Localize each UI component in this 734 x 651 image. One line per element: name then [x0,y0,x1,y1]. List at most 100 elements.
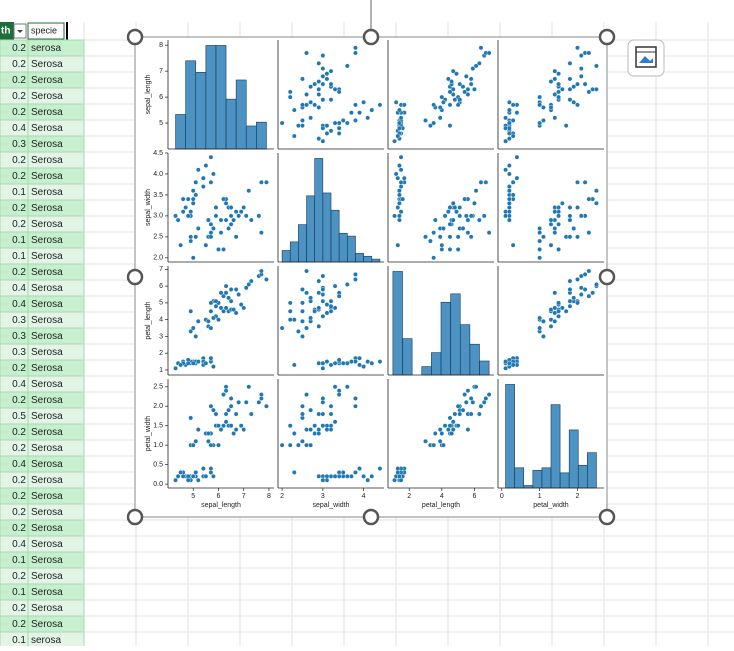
point [503,115,508,121]
point [398,184,404,189]
point [300,102,305,108]
point [441,226,446,231]
point [506,120,512,126]
point [365,477,371,483]
point [216,442,221,448]
point [361,473,367,479]
point [377,466,383,471]
point [287,423,293,429]
header-text: specie [31,25,57,35]
cell-text: Serosa [31,171,63,182]
point [287,94,293,100]
panel [387,153,494,263]
y-tick-label: 3.0 [153,213,163,220]
point [231,307,237,312]
point [300,318,305,324]
filter-arrow [17,30,23,33]
point [211,226,216,231]
point [208,442,214,448]
point [441,99,446,105]
point [344,120,350,126]
point [353,118,358,123]
point [397,473,402,479]
point [447,423,453,429]
cell-text: Serosa [31,251,63,262]
point [300,287,305,292]
point [213,205,219,210]
cell-text: Serosa [31,571,63,582]
point [567,213,573,219]
resize-handle[interactable] [362,508,380,526]
point [320,81,326,87]
resize-handle[interactable] [362,28,380,46]
point [233,427,239,433]
point [344,63,350,69]
point [556,308,561,314]
resize-handle[interactable] [126,28,144,46]
point [211,473,216,479]
point [279,442,285,448]
y-axis-label: sepal_width [145,189,152,226]
point [193,192,199,198]
point [353,470,358,475]
hist-bar [256,121,267,150]
cell-value: 0.1 [12,555,26,566]
y-tick-label: 0.5 [153,461,163,468]
resize-handle[interactable] [126,268,144,286]
hist-bar [421,366,432,376]
point [213,298,219,304]
y-tick-label: 4.5 [153,150,163,157]
point [300,118,305,123]
resize-handle[interactable] [126,508,144,526]
cell-value: 0.4 [12,379,26,390]
point [320,399,326,405]
hist-bar [281,250,291,263]
cell-value: 0.2 [12,91,26,102]
point [575,277,580,282]
point [455,102,461,108]
cell-value: 0.4 [12,459,26,470]
point [183,205,189,210]
cell-text: Serosa [31,443,63,454]
point [452,411,458,417]
point [392,213,397,219]
point [203,163,209,168]
point [336,120,342,126]
point [190,360,196,366]
point [324,131,330,136]
point [361,364,367,370]
point [506,163,512,168]
point [200,175,206,181]
point [452,97,458,103]
resize-handle[interactable] [598,28,616,46]
point [228,396,234,401]
point [241,427,247,433]
point [450,86,456,92]
point [320,73,326,79]
point [238,209,244,215]
point [470,66,476,71]
point [571,84,577,90]
point [320,423,326,429]
point [571,99,577,105]
point [291,470,297,475]
hist-bar [479,360,490,376]
y-tick-label: 3 [159,333,163,340]
point [353,403,358,409]
hist-bar [298,224,307,263]
point [208,355,214,361]
resize-handle[interactable] [598,508,616,526]
point [308,407,314,413]
point [462,89,468,95]
point [256,213,262,219]
cell-value: 0.2 [12,507,26,518]
point [548,79,554,84]
point [353,102,358,108]
resize-handle[interactable] [598,268,616,286]
point [180,209,186,215]
point [447,247,453,252]
hist-bar [402,338,413,376]
point [582,81,588,87]
x-tick-label: 4 [362,493,366,500]
